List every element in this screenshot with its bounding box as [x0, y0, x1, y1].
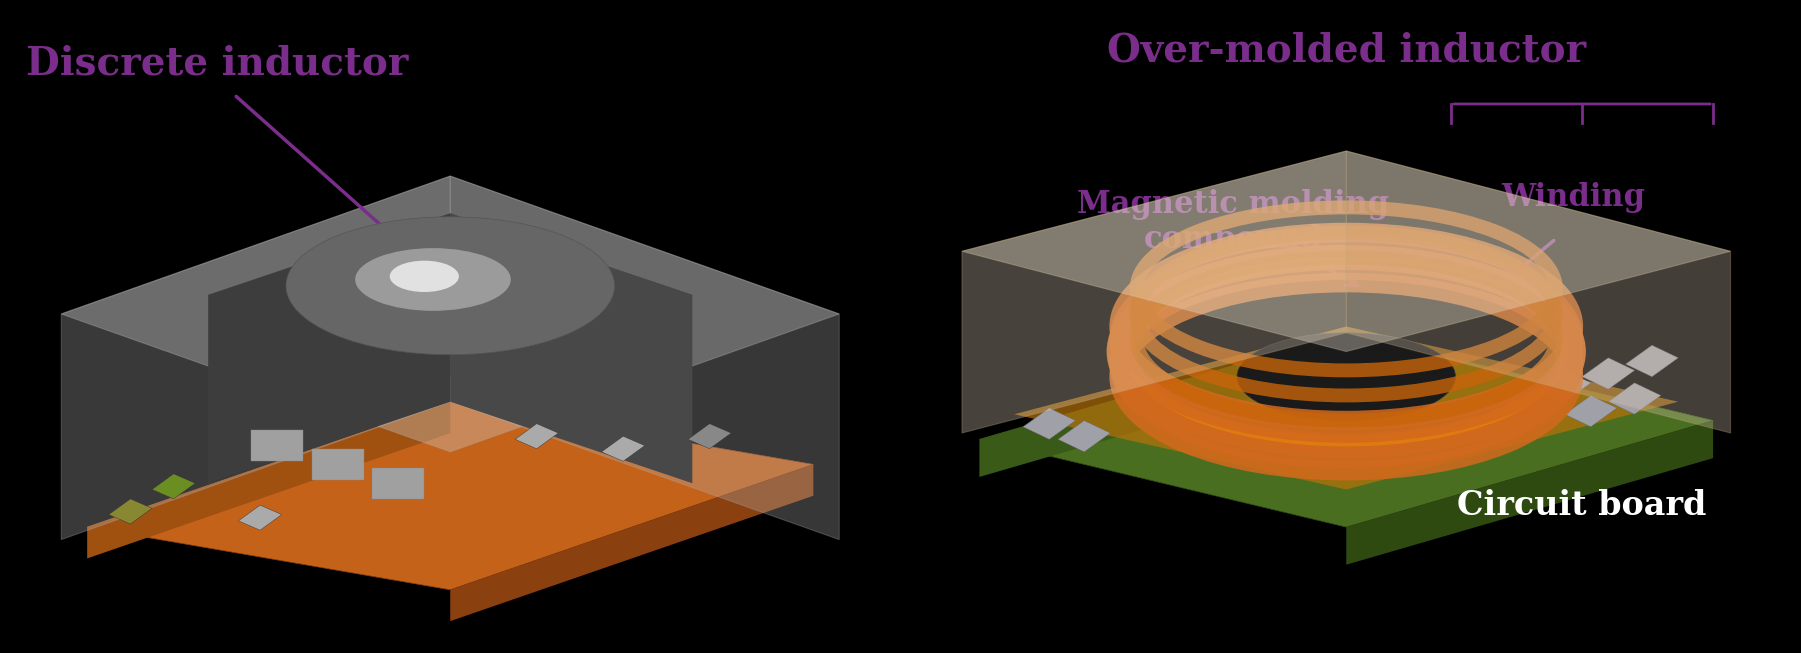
Text: Discrete inductor: Discrete inductor [25, 44, 409, 82]
Polygon shape [980, 333, 1713, 527]
Polygon shape [1538, 370, 1590, 402]
Polygon shape [61, 176, 839, 452]
Text: Winding: Winding [1502, 182, 1646, 214]
Polygon shape [1608, 383, 1661, 414]
Polygon shape [373, 468, 425, 499]
Polygon shape [151, 474, 195, 499]
Text: Over-molded inductor: Over-molded inductor [1106, 32, 1587, 70]
Polygon shape [1347, 151, 1731, 433]
Ellipse shape [355, 248, 511, 311]
Ellipse shape [1237, 333, 1455, 421]
Polygon shape [108, 499, 151, 524]
Polygon shape [61, 176, 450, 539]
Polygon shape [1581, 358, 1635, 389]
Polygon shape [602, 436, 645, 461]
Ellipse shape [389, 261, 459, 292]
Polygon shape [252, 430, 303, 461]
Polygon shape [515, 424, 558, 449]
Polygon shape [238, 505, 281, 530]
Polygon shape [450, 214, 692, 483]
Polygon shape [86, 402, 450, 558]
Polygon shape [1565, 396, 1617, 427]
Polygon shape [209, 214, 450, 483]
Polygon shape [1626, 345, 1679, 377]
Polygon shape [450, 464, 814, 621]
Text: Circuit board: Circuit board [1457, 490, 1707, 522]
Polygon shape [1057, 421, 1111, 452]
Polygon shape [962, 151, 1731, 351]
Polygon shape [86, 402, 814, 590]
Polygon shape [1014, 326, 1679, 490]
Text: Magnetic molding
compound: Magnetic molding compound [1077, 189, 1389, 255]
Polygon shape [450, 176, 839, 539]
Polygon shape [209, 214, 692, 377]
Ellipse shape [286, 217, 614, 355]
Polygon shape [1347, 421, 1713, 565]
Polygon shape [1023, 408, 1075, 439]
Polygon shape [962, 151, 1347, 433]
Polygon shape [312, 449, 364, 480]
Polygon shape [980, 333, 1347, 477]
Polygon shape [688, 424, 731, 449]
